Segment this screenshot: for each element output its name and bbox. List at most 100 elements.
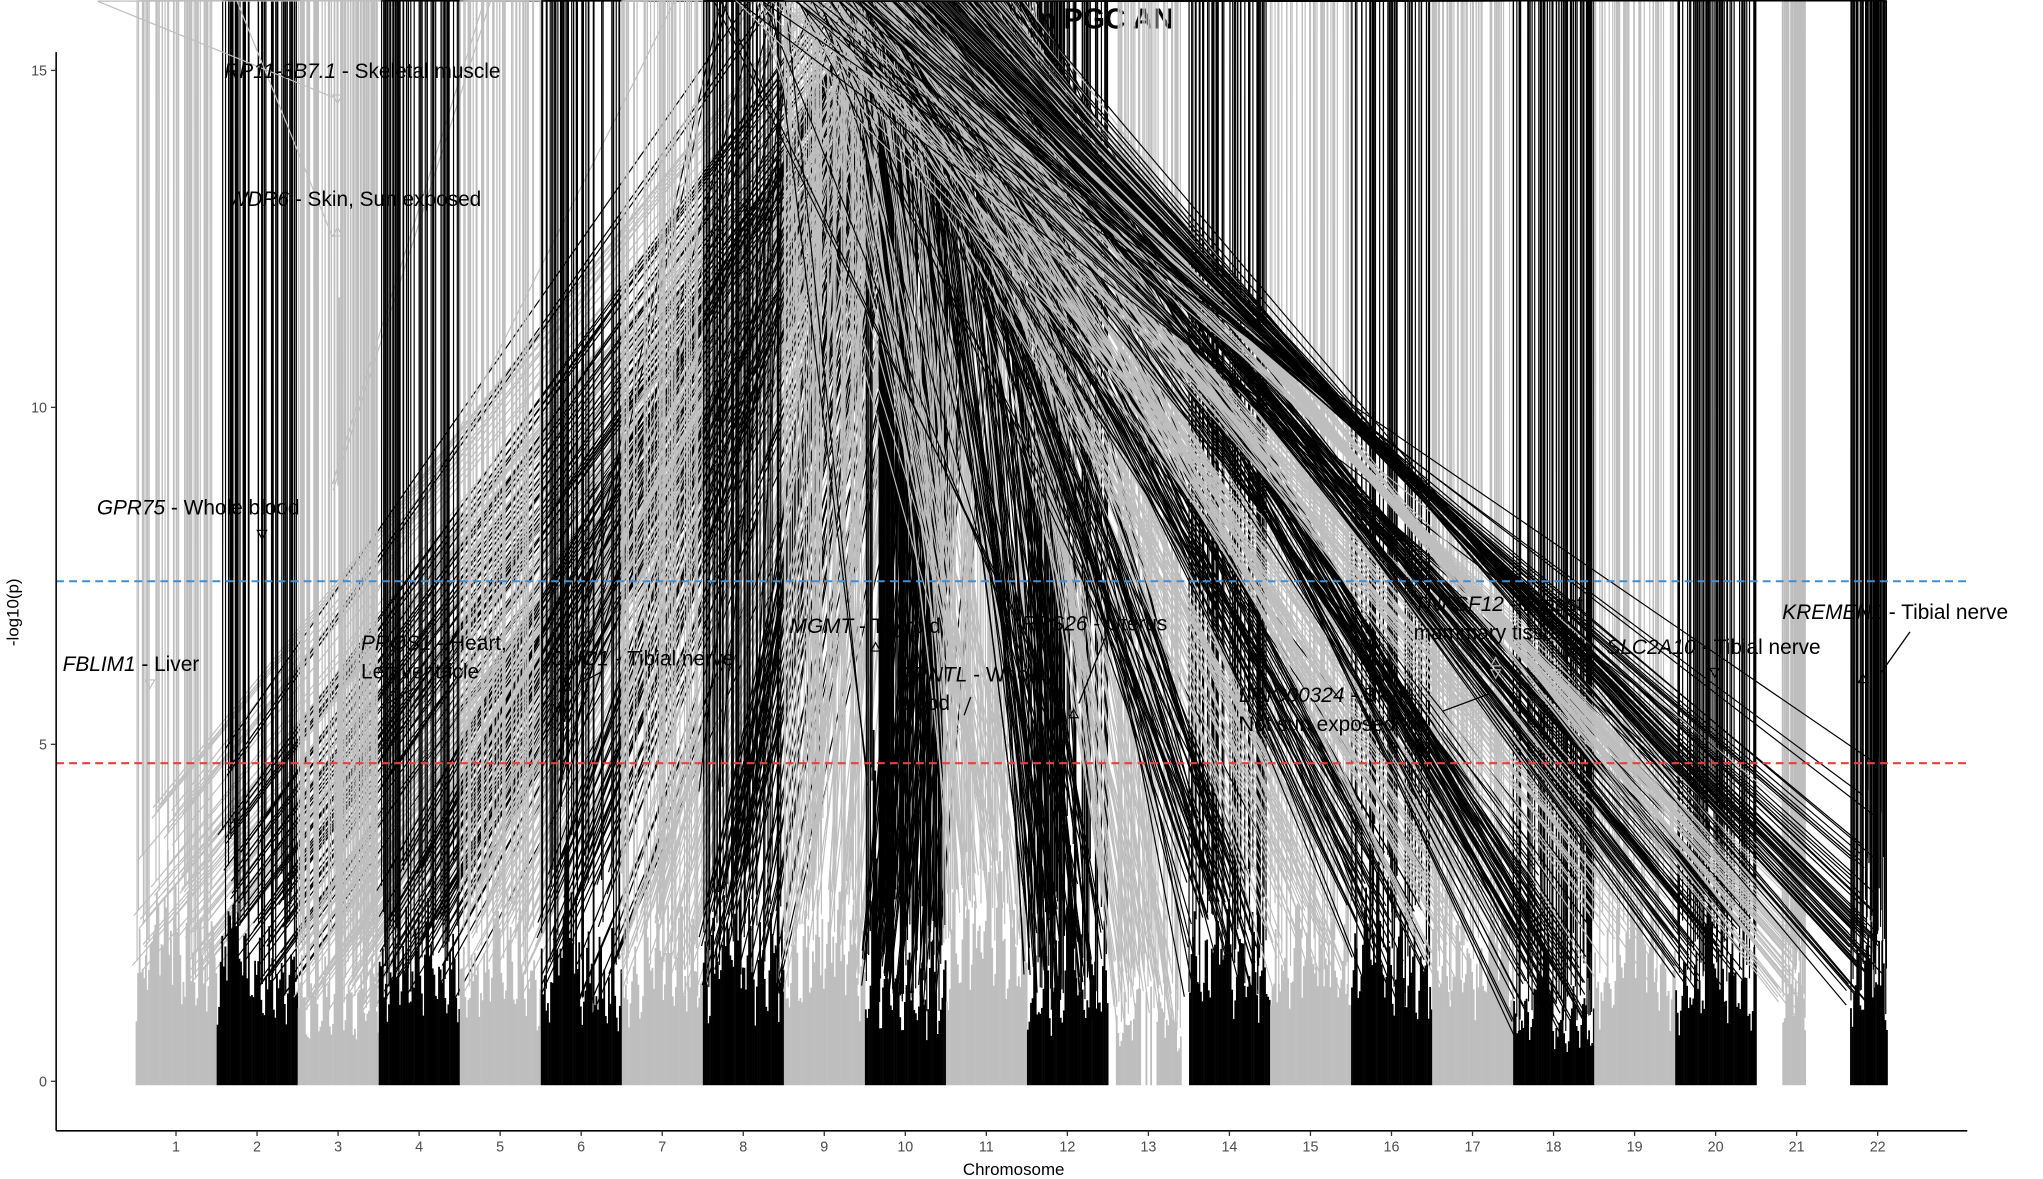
x-tick-label: 16 <box>1384 1140 1400 1156</box>
data-point-mass <box>1277 983 1280 1086</box>
leader-line <box>963 696 972 716</box>
data-point-mass <box>1397 936 1400 1086</box>
data-point-mass <box>1802 998 1805 1086</box>
data-point-mass <box>483 953 486 1086</box>
data-point-mass <box>709 1015 711 1086</box>
data-point-mass <box>1461 992 1464 1086</box>
data-point-mass <box>1499 963 1502 1086</box>
data-point-mass <box>452 933 455 1086</box>
data-point-mass <box>888 994 891 1086</box>
data-point-mass <box>1672 970 1675 1086</box>
threshold-lines <box>56 580 1968 765</box>
annotated-point <box>1857 673 1869 684</box>
data-point-mass <box>1268 999 1271 1086</box>
data-point-mass <box>501 982 504 1086</box>
data-point-mass <box>840 961 842 1086</box>
gene-name: WDR6 <box>228 188 290 211</box>
data-point-mass <box>1687 1008 1690 1086</box>
data-point-mass <box>1873 987 1876 1086</box>
data-point-mass <box>932 940 934 1086</box>
data-point-mass <box>1533 988 1536 1086</box>
data-point-mass <box>849 919 852 1086</box>
data-point-mass <box>1265 994 1268 1086</box>
data-point-mass <box>258 937 261 1086</box>
data-point-mass <box>1030 1002 1032 1086</box>
data-point-mass <box>1302 966 1305 1086</box>
data-point-mass <box>595 996 598 1086</box>
data-point-mass <box>913 1010 916 1086</box>
x-tick-label: 15 <box>1302 1140 1318 1156</box>
data-point-mass <box>852 905 855 1086</box>
data-point-mass <box>1686 985 1688 1086</box>
data-point-mass <box>1413 924 1416 1086</box>
data-point-mass <box>1056 975 1059 1086</box>
data-point-mass <box>1008 979 1011 1086</box>
data-point-mass <box>763 978 766 1086</box>
data-point-mass <box>221 935 224 1086</box>
data-point-mass <box>459 968 462 1086</box>
x-tick-label: 2 <box>253 1140 261 1156</box>
data-point-mass <box>1482 986 1484 1086</box>
data-point-mass <box>489 1001 492 1086</box>
data-point-mass <box>1480 948 1483 1086</box>
annotated-point <box>331 226 344 237</box>
data-point-mass <box>512 999 515 1086</box>
tissue-name: - Skin, Sun exposed <box>289 188 481 211</box>
data-point-mass <box>297 1008 300 1086</box>
data-point-mass <box>394 955 397 1086</box>
data-point-mass <box>1033 962 1036 1086</box>
data-point-mass <box>551 982 554 1086</box>
data-point-mass <box>530 970 532 1086</box>
data-point-mass <box>729 955 732 1086</box>
data-point-mass <box>770 912 772 1086</box>
data-point-mass <box>687 975 690 1086</box>
data-point-mass <box>492 949 495 1086</box>
data-point-mass <box>1566 1051 1569 1086</box>
data-point-mass <box>579 1006 582 1086</box>
data-point-mass <box>903 1001 906 1086</box>
data-point-mass <box>1567 1041 1570 1086</box>
data-point-mass <box>745 989 747 1086</box>
data-point-mass <box>1541 977 1544 1086</box>
leader-line <box>580 670 604 684</box>
data-point-mass <box>818 936 821 1086</box>
data-point-mass <box>1412 956 1414 1086</box>
annotation-label: RP11-3B7.1 - Skeletal muscle <box>224 60 500 83</box>
data-point-mass <box>1871 997 1874 1086</box>
data-point-mass <box>353 1028 356 1086</box>
data-point-mass <box>1368 939 1371 1086</box>
annotation-label-line2: Not sun exposed <box>1239 713 1395 736</box>
data-point-mass <box>1024 890 1026 1086</box>
data-point-mass <box>300 954 303 1086</box>
data-point-mass <box>847 951 850 1086</box>
data-point-mass <box>896 975 898 1086</box>
data-point-mass <box>1349 1005 1352 1086</box>
data-point-mass <box>1595 987 1598 1086</box>
data-point-mass <box>1105 970 1107 1086</box>
data-point-mass <box>939 1009 942 1086</box>
data-point-mass <box>545 1010 548 1086</box>
data-point-mass <box>1486 971 1489 1086</box>
data-point-mass <box>1117 1032 1120 1086</box>
data-point-mass <box>495 909 498 1086</box>
data-point-mass <box>1588 1030 1591 1086</box>
data-point-mass <box>236 912 239 1086</box>
data-point-mass <box>1438 987 1441 1086</box>
data-point-mass <box>1697 988 1699 1086</box>
data-point-mass <box>517 926 520 1086</box>
data-point-mass <box>1574 1004 1576 1086</box>
data-point-mass <box>240 961 242 1086</box>
data-point-mass <box>372 973 375 1086</box>
gene-name: RPS26 <box>1022 613 1088 636</box>
data-point-mass <box>195 1005 197 1086</box>
data-point-mass <box>406 964 409 1086</box>
data-point-mass <box>854 943 857 1086</box>
data-point-mass <box>146 989 149 1086</box>
data-point-mass <box>727 928 730 1086</box>
data-point-mass <box>557 975 560 1086</box>
data-point-mass <box>1491 920 1494 1086</box>
data-point-mass <box>1083 1009 1086 1086</box>
data-point-mass <box>230 929 233 1086</box>
data-point-mass <box>215 973 218 1086</box>
data-point-mass <box>1580 1025 1583 1086</box>
